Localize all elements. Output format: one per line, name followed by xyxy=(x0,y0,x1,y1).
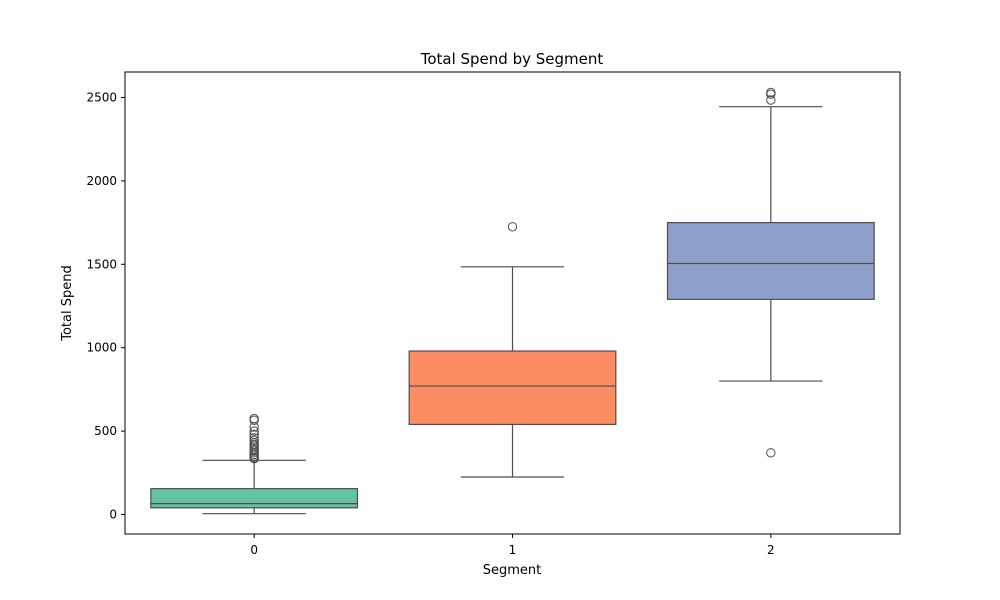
outlier-point xyxy=(249,435,259,445)
box-group-segment-1 xyxy=(408,222,617,478)
y-tick-label: 2500 xyxy=(86,91,117,105)
box-group-segment-2 xyxy=(666,87,875,458)
iqr-box xyxy=(408,350,617,426)
y-tick-label: 0 xyxy=(109,508,117,522)
y-tick-label: 1000 xyxy=(86,341,117,355)
outlier-point xyxy=(766,87,776,98)
x-tick-label: 0 xyxy=(250,543,258,557)
x-axis: 0 1 2 xyxy=(250,534,775,557)
y-tick-label: 500 xyxy=(94,424,117,438)
chart-title: Total Spend by Segment xyxy=(420,50,604,68)
outlier-point xyxy=(766,95,776,105)
boxes-layer xyxy=(150,87,875,515)
x-tick-label: 2 xyxy=(767,543,775,557)
y-axis: 0 500 1000 1500 2000 2500 xyxy=(86,91,125,522)
x-axis-label: Segment xyxy=(483,563,542,578)
iqr-box xyxy=(666,222,875,300)
y-tick-label: 1500 xyxy=(86,257,117,271)
outlier-point xyxy=(249,433,259,443)
y-tick-label: 2000 xyxy=(86,174,117,188)
y-axis-label: Total Spend xyxy=(60,265,75,342)
box-group-segment-0 xyxy=(150,413,359,515)
outlier-point xyxy=(507,222,518,232)
iqr-box xyxy=(150,488,359,509)
outlier-point xyxy=(249,429,259,440)
outlier-point xyxy=(766,448,776,458)
x-tick-label: 1 xyxy=(509,543,517,557)
outlier-point xyxy=(249,426,259,436)
outlier-point xyxy=(249,413,259,424)
